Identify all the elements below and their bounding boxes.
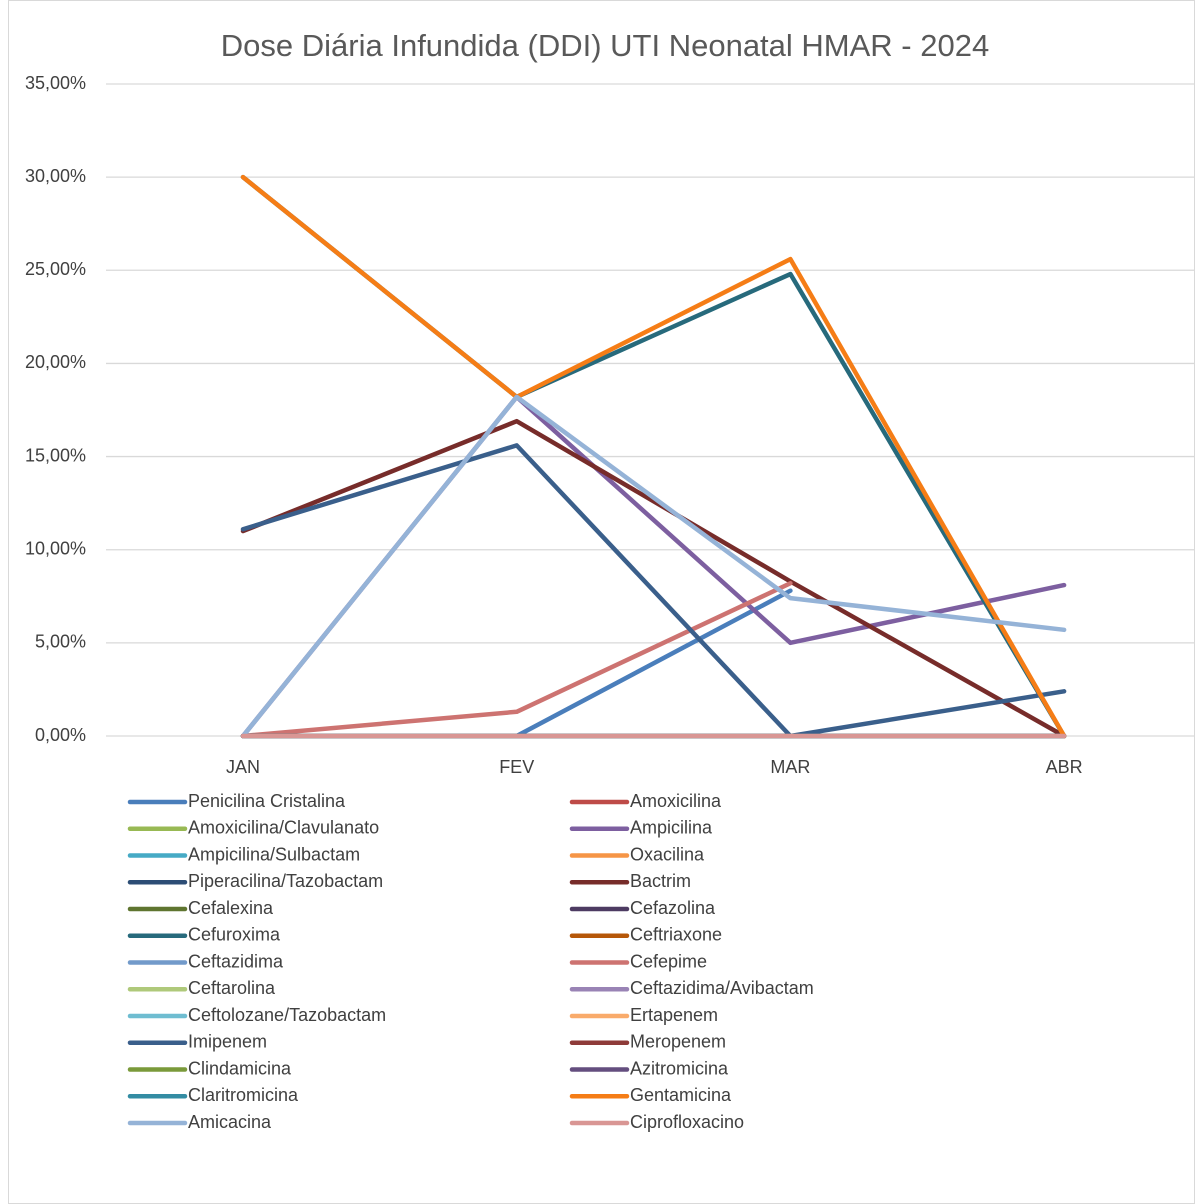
x-tick-label: FEV	[499, 757, 534, 777]
y-tick-label: 5,00%	[35, 632, 86, 652]
y-tick-label: 25,00%	[25, 259, 86, 279]
legend-label: Ceftazidima	[188, 951, 284, 971]
series-line	[240, 580, 793, 739]
legend-label: Meropenem	[630, 1032, 726, 1052]
legend-label: Penicilina Cristalina	[188, 791, 346, 811]
legend-label: Ampicilina/Sulbactam	[188, 844, 360, 864]
legend-label: Amoxicilina	[630, 791, 722, 811]
y-tick-label: 20,00%	[25, 352, 86, 372]
y-tick-label: 0,00%	[35, 725, 86, 745]
legend-label: Cefazolina	[630, 898, 716, 918]
legend-label: Ciprofloxacino	[630, 1112, 744, 1132]
x-tick-label: ABR	[1046, 757, 1083, 777]
legend-label: Ceftazidima/Avibactam	[630, 978, 814, 998]
legend-label: Cefalexina	[188, 898, 274, 918]
series-line	[240, 418, 1067, 739]
legend-label: Amicacina	[188, 1112, 272, 1132]
series-line	[240, 394, 1067, 739]
legend-label: Cefepime	[630, 951, 707, 971]
legend-label: Gentamicina	[630, 1085, 732, 1105]
legend-label: Amoxicilina/Clavulanato	[188, 818, 379, 838]
chart-border	[8, 0, 1195, 1204]
y-tick-label: 10,00%	[25, 538, 86, 558]
legend-label: Claritromicina	[188, 1085, 299, 1105]
legend-label: Ertapenem	[630, 1005, 718, 1025]
legend-label: Clindamicina	[188, 1058, 292, 1078]
series-line	[240, 174, 1067, 739]
chart-title: Dose Diária Infundida (DDI) UTI Neonatal…	[221, 28, 989, 63]
y-tick-label: 35,00%	[25, 73, 86, 93]
legend-label: Ceftriaxone	[630, 925, 722, 945]
y-tick-label: 15,00%	[25, 445, 86, 465]
legend-label: Azitromicina	[630, 1058, 729, 1078]
series-line	[240, 443, 1067, 739]
x-tick-label: JAN	[226, 757, 260, 777]
legend-label: Bactrim	[630, 871, 691, 891]
legend-label: Imipenem	[188, 1032, 267, 1052]
legend-label: Ceftarolina	[188, 978, 276, 998]
y-tick-label: 30,00%	[25, 166, 86, 186]
legend-label: Oxacilina	[630, 844, 705, 864]
legend-label: Piperacilina/Tazobactam	[188, 871, 383, 891]
legend-label: Ceftolozane/Tazobactam	[188, 1005, 386, 1025]
legend-label: Cefuroxima	[188, 925, 281, 945]
x-tick-label: MAR	[770, 757, 810, 777]
legend-label: Ampicilina	[630, 818, 713, 838]
